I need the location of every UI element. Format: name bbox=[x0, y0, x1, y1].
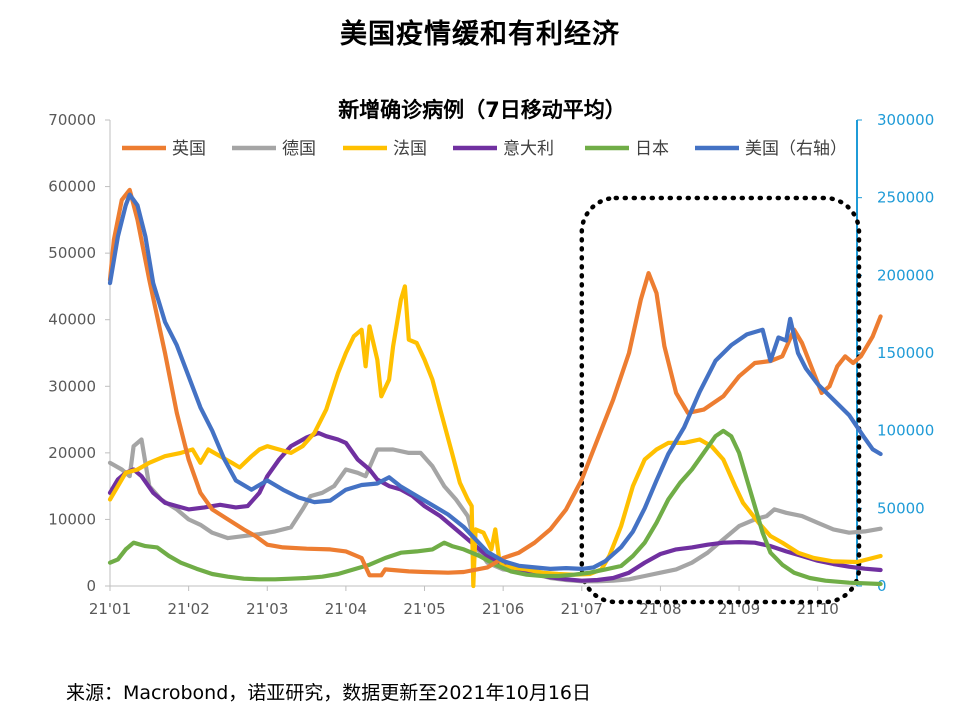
x-tick-label: 21'05 bbox=[403, 600, 445, 618]
right-tick-label: 300000 bbox=[877, 111, 934, 129]
x-tick-label: 21'08 bbox=[639, 600, 681, 618]
x-tick-label: 21'09 bbox=[718, 600, 760, 618]
right-tick-label: 150000 bbox=[877, 344, 934, 362]
legend-label: 意大利 bbox=[503, 139, 554, 159]
page-title: 美国疫情缓和有利经济 bbox=[340, 19, 620, 50]
x-tick-label: 21'03 bbox=[246, 600, 288, 618]
legend: 英国 德国 法国 意大利 日本 美国（右轴） bbox=[122, 139, 847, 159]
line-chart: 新增确诊病例（7日移动平均） 0 10000 20000 30000 40000 5000… bbox=[48, 98, 934, 618]
left-tick-label: 40000 bbox=[48, 311, 96, 329]
left-tick-label: 0 bbox=[86, 577, 96, 595]
legend-label: 德国 bbox=[282, 139, 316, 159]
highlight-rect bbox=[579, 195, 862, 605]
series-line-3 bbox=[107, 284, 883, 589]
x-tick-label: 21'10 bbox=[797, 600, 839, 618]
left-tick-label: 10000 bbox=[48, 510, 96, 528]
legend-label: 法国 bbox=[393, 139, 427, 159]
right-tick-label: 100000 bbox=[877, 422, 934, 440]
x-tick-label: 21'01 bbox=[89, 600, 131, 618]
left-tick-label: 70000 bbox=[48, 111, 96, 129]
series-line-5 bbox=[107, 187, 883, 578]
right-tick-label: 50000 bbox=[877, 499, 925, 517]
series-line-6 bbox=[107, 192, 883, 571]
chart-title: 新增确诊病例（7日移动平均） bbox=[338, 98, 626, 122]
right-tick-label: 250000 bbox=[877, 189, 934, 207]
x-tick-label: 21'07 bbox=[561, 600, 603, 618]
legend-label: 美国（右轴） bbox=[745, 139, 847, 159]
series-line-1 bbox=[107, 437, 883, 584]
legend-label: 日本 bbox=[635, 139, 669, 159]
x-tick-label: 21'06 bbox=[482, 600, 524, 618]
left-tick-label: 30000 bbox=[48, 377, 96, 395]
source-note: 来源：Macrobond，诺亚研究，数据更新至2021年10月16日 bbox=[66, 682, 591, 704]
right-tick-label: 0 bbox=[877, 577, 887, 595]
series-line-4 bbox=[107, 428, 883, 587]
x-tick-label: 21'04 bbox=[325, 600, 367, 618]
left-tick-label: 50000 bbox=[48, 244, 96, 262]
right-tick-label: 200000 bbox=[877, 266, 934, 284]
highlight-box bbox=[579, 195, 862, 605]
left-tick-label: 20000 bbox=[48, 444, 96, 462]
x-tick-label: 21'02 bbox=[167, 600, 209, 618]
left-tick-label: 60000 bbox=[48, 178, 96, 196]
series-lines bbox=[107, 187, 883, 589]
axes: 0 10000 20000 30000 40000 50000 60000 70000 0 500… bbox=[48, 111, 934, 618]
legend-label: 英国 bbox=[172, 139, 206, 159]
